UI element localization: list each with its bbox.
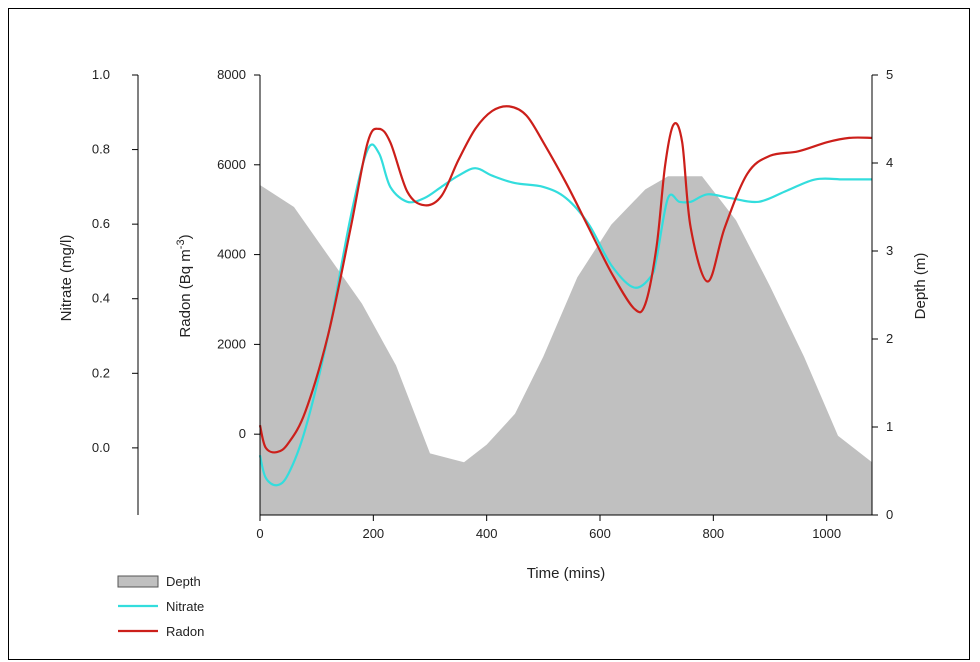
depth-axis-label: Depth (m) (912, 253, 929, 320)
radon-axis-label-end: ) (177, 234, 194, 239)
x-axis-label: Time (mins) (527, 565, 606, 582)
radon-tick-label: 6000 (217, 157, 246, 172)
legend-depth-label: Depth (166, 574, 201, 589)
legend-depth-swatch (117, 575, 159, 588)
nitrate-tick-label: 0.2 (92, 365, 110, 380)
radon-axis-label-main: Radon (Bq m (177, 249, 194, 337)
nitrate-tick-label: 1.0 (92, 67, 110, 82)
depth-area (260, 176, 872, 515)
nitrate-tick-label: 0.8 (92, 142, 110, 157)
depth-tick-label: 5 (886, 67, 893, 82)
nitrate-tick-label: 0.0 (92, 440, 110, 455)
depth-tick-label: 1 (886, 419, 893, 434)
legend: Depth Nitrate Radon (117, 574, 204, 639)
radon-line (258, 105, 873, 454)
depth-tick-label: 3 (886, 243, 893, 258)
x-tick-label: 1000 (812, 526, 841, 541)
depth-tick-label: 0 (886, 507, 893, 522)
radon-axis-label-sup: -3 (175, 239, 187, 249)
radon-tick-label: 4000 (217, 247, 246, 262)
nitrate-tick-label: 0.4 (92, 291, 110, 306)
radon-tick-label: 2000 (217, 336, 246, 351)
x-tick-label: 400 (476, 526, 498, 541)
depth-tick-label: 4 (886, 155, 893, 170)
x-tick-label: 800 (702, 526, 724, 541)
x-tick-label: 0 (256, 526, 263, 541)
radon-tick-label: 0 (239, 426, 246, 441)
nitrate-axis-label: Nitrate (mg/l) (58, 235, 75, 322)
nitrate-tick-label: 0.6 (92, 216, 110, 231)
legend-nitrate-label: Nitrate (166, 599, 204, 614)
figure-frame (8, 8, 970, 660)
radon-axis-label: Radon (Bq m-3) (175, 234, 194, 337)
x-tick-label: 600 (589, 526, 611, 541)
radon-tick-label: 8000 (217, 67, 246, 82)
legend-radon-label: Radon (166, 624, 204, 639)
depth-tick-label: 2 (886, 331, 893, 346)
x-tick-label: 200 (362, 526, 384, 541)
